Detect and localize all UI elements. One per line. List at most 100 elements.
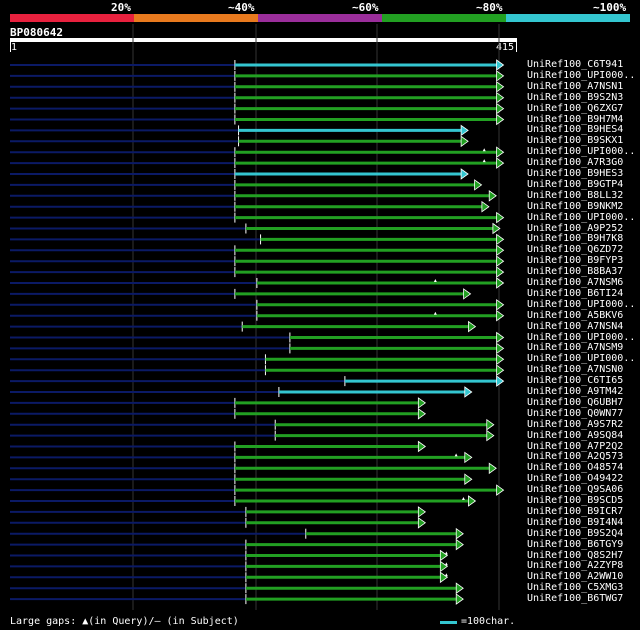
hit-arrow-icon [468, 320, 477, 333]
hit-arrow-icon [496, 113, 505, 126]
hit-arrow-icon [464, 386, 473, 398]
scale-segment [382, 14, 506, 22]
scale-segment [134, 14, 258, 22]
hit-arrow-icon [486, 418, 495, 431]
hit-label[interactable]: UniRef100_A9P252 [527, 222, 624, 234]
scale-legend-line [440, 621, 457, 624]
query-gap-icon [482, 148, 486, 152]
hit-label[interactable]: UniRef100_Q6ZXG7 [527, 102, 624, 114]
hit-label[interactable]: UniRef100_B6TI24 [527, 287, 624, 299]
hit-arrow-icon [460, 168, 469, 180]
hit-label[interactable]: UniRef100_B9H7M4 [527, 113, 624, 125]
hit-arrow-icon [439, 549, 449, 562]
hit-label[interactable]: UniRef100_A2WW10 [527, 571, 624, 583]
hit-label[interactable]: UniRef100_O48574 [527, 462, 624, 474]
hit-arrow-icon [417, 440, 427, 453]
scale-segment [258, 14, 382, 22]
query-gap-icon [444, 562, 448, 566]
hit-arrow-icon [468, 495, 477, 507]
hit-label[interactable]: UniRef100_O49422 [527, 473, 624, 485]
hit-label[interactable]: UniRef100_C6TI65 [527, 375, 624, 387]
hit-label[interactable]: UniRef100_B9S2Q4 [527, 527, 624, 539]
hit-arrow-icon [460, 135, 469, 148]
hit-label[interactable]: UniRef100_A7NSM9 [527, 342, 624, 354]
hit-arrow-icon [488, 462, 497, 475]
hit-label[interactable]: UniRef100_A2ZYP8 [527, 560, 624, 572]
hit-label[interactable]: UniRef100_A9S7R2 [527, 418, 624, 430]
hit-arrow-icon [455, 593, 464, 605]
hit-label[interactable]: UniRef100_Q0WN77 [527, 407, 624, 419]
hit-arrow-icon [481, 200, 490, 213]
hit-label[interactable]: UniRef100_A7R3G0 [527, 157, 624, 169]
query-start-tick [10, 42, 11, 52]
query-gap-icon [433, 279, 437, 282]
hit-label[interactable]: UniRef100_A7NSN4 [527, 320, 624, 332]
scale-label: ~80% [476, 1, 503, 14]
hit-arrow-icon [496, 331, 505, 344]
hit-arrow-icon [496, 375, 505, 387]
hit-label[interactable]: UniRef100_B6TGY9 [527, 538, 624, 550]
hit-label[interactable]: UniRef100_Q9SA06 [527, 484, 624, 496]
hit-label[interactable]: UniRef100_A7P2Q2 [527, 440, 624, 452]
hit-label[interactable]: UniRef100_Q6UBH7 [527, 396, 624, 408]
hit-label[interactable]: UniRef100_B9HES4 [527, 124, 624, 136]
hit-label[interactable]: UniRef100_UPI000.. [527, 69, 636, 81]
hit-label[interactable]: UniRef100_A9TM42 [527, 386, 624, 397]
query-gap-icon [454, 453, 458, 457]
hit-label[interactable]: UniRef100_B9I4N4 [527, 516, 624, 528]
hit-arrow-icon [417, 517, 427, 529]
hit-arrow-icon [496, 266, 505, 278]
query-gap-icon [444, 551, 448, 555]
hit-arrow-icon [439, 560, 449, 573]
hit-label[interactable]: UniRef100_UPI000.. [527, 146, 636, 158]
hit-arrow-icon [463, 288, 472, 300]
hit-arrow-icon [455, 582, 464, 594]
hit-label[interactable]: UniRef100_C5XMG3 [527, 582, 624, 594]
hit-label[interactable]: UniRef100_B9ICR7 [527, 505, 624, 517]
scale-label: ~60% [352, 1, 379, 14]
hit-label[interactable]: UniRef100_B9SCD5 [527, 495, 624, 506]
hit-arrow-icon [496, 309, 505, 322]
scale-segment [506, 14, 630, 22]
hit-label[interactable]: UniRef100_A7NSN1 [527, 80, 624, 92]
query-gap-icon [482, 159, 486, 163]
hit-label[interactable]: UniRef100_B9HES3 [527, 168, 624, 179]
hit-arrow-icon [496, 157, 505, 169]
hit-label[interactable]: UniRef100_B9NKM2 [527, 200, 624, 212]
hit-arrow-icon [488, 190, 497, 202]
hit-label[interactable]: UniRef100_A5BKV6 [527, 309, 624, 321]
hit-label[interactable]: UniRef100_UPI000.. [527, 331, 636, 343]
hit-label[interactable]: UniRef100_B8LL32 [527, 189, 624, 201]
hit-arrow-icon [496, 211, 505, 224]
hit-arrow-icon [496, 484, 505, 496]
gap-legend: Large gaps: ▲(in Query)/– (in Subject) [10, 616, 239, 627]
hit-arrow-icon [439, 571, 449, 584]
query-start-label: 1 [11, 42, 18, 53]
hit-arrow-icon [464, 451, 473, 464]
hit-label[interactable]: UniRef100_UPI000.. [527, 211, 636, 223]
hit-arrow-icon [496, 81, 505, 93]
hit-label[interactable]: UniRef100_B9SKX1 [527, 135, 624, 147]
hit-label[interactable]: UniRef100_A7NSN0 [527, 364, 624, 376]
hit-label[interactable]: UniRef100_A7NSM6 [527, 277, 624, 288]
hit-arrow-icon [496, 342, 505, 355]
hit-label[interactable]: UniRef100_Q8S2H7 [527, 549, 624, 561]
hit-label[interactable]: UniRef100_B9FYP3 [527, 255, 624, 267]
hit-arrow-icon [496, 244, 505, 257]
hit-label[interactable]: UniRef100_UPI000.. [527, 298, 636, 310]
hit-label[interactable]: UniRef100_B9S2N3 [527, 91, 624, 103]
hit-label[interactable]: UniRef100_C6T941 [527, 59, 624, 70]
hit-label[interactable]: UniRef100_Q6ZD72 [527, 244, 624, 256]
hit-label[interactable]: UniRef100_B6TWG7 [527, 593, 624, 605]
hit-arrow-icon [496, 353, 505, 366]
hit-label[interactable]: UniRef100_B9GTP4 [527, 178, 624, 190]
hit-label[interactable]: UniRef100_A9SQ84 [527, 429, 624, 441]
hit-label[interactable]: UniRef100_A2Q573 [527, 451, 624, 463]
hit-label[interactable]: UniRef100_UPI000.. [527, 353, 636, 365]
hit-label[interactable]: UniRef100_B9H7K8 [527, 233, 624, 245]
hit-arrow-icon [417, 408, 427, 420]
hit-arrow-icon [486, 429, 495, 442]
hit-label[interactable]: UniRef100_B8BA37 [527, 266, 624, 278]
query-id: BP080642 [10, 26, 63, 39]
